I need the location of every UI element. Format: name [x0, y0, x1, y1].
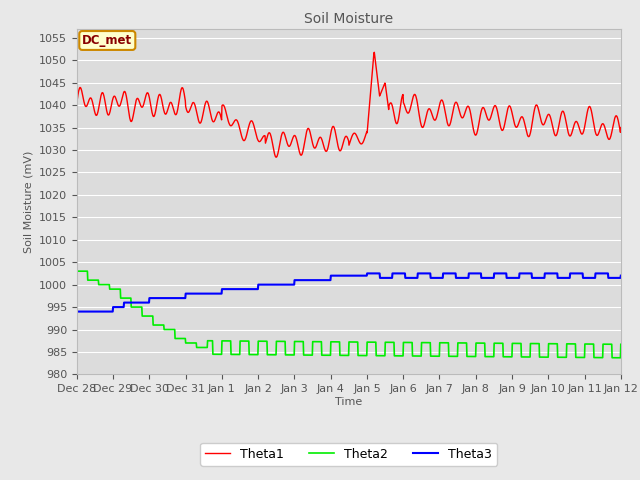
Theta3 [73, 309, 81, 314]
Theta2 [433, 353, 441, 359]
Theta2 [552, 341, 560, 347]
Line: Theta2: Theta2 [77, 271, 621, 358]
X-axis label: Time: Time [335, 397, 362, 407]
Theta1 [553, 131, 561, 137]
Theta2 [194, 345, 202, 350]
Theta3 [553, 271, 561, 276]
Theta1 [371, 49, 378, 55]
Theta3 [194, 291, 202, 297]
Legend: Theta1, Theta2, Theta3: Theta1, Theta2, Theta3 [200, 443, 497, 466]
Theta3 [617, 273, 625, 278]
Theta2 [73, 268, 81, 274]
Theta3 [255, 282, 262, 288]
Theta3 [364, 271, 371, 276]
Theta1 [194, 115, 202, 120]
Theta3 [180, 295, 188, 301]
Theta1 [434, 109, 442, 115]
Theta2 [255, 338, 262, 344]
Theta1 [617, 125, 625, 131]
Theta1 [505, 103, 513, 109]
Theta2 [180, 336, 188, 341]
Line: Theta3: Theta3 [77, 274, 621, 312]
Theta1 [73, 100, 81, 106]
Theta1 [180, 93, 188, 99]
Theta1 [255, 138, 262, 144]
Theta3 [505, 275, 513, 281]
Text: DC_met: DC_met [82, 34, 132, 47]
Line: Theta1: Theta1 [77, 52, 621, 157]
Theta2 [504, 354, 512, 360]
Theta2 [617, 341, 625, 347]
Theta2 [616, 355, 624, 360]
Y-axis label: Soil Moisture (mV): Soil Moisture (mV) [24, 150, 33, 253]
Theta3 [434, 275, 442, 281]
Theta1 [272, 154, 280, 160]
Title: Soil Moisture: Soil Moisture [304, 12, 394, 26]
